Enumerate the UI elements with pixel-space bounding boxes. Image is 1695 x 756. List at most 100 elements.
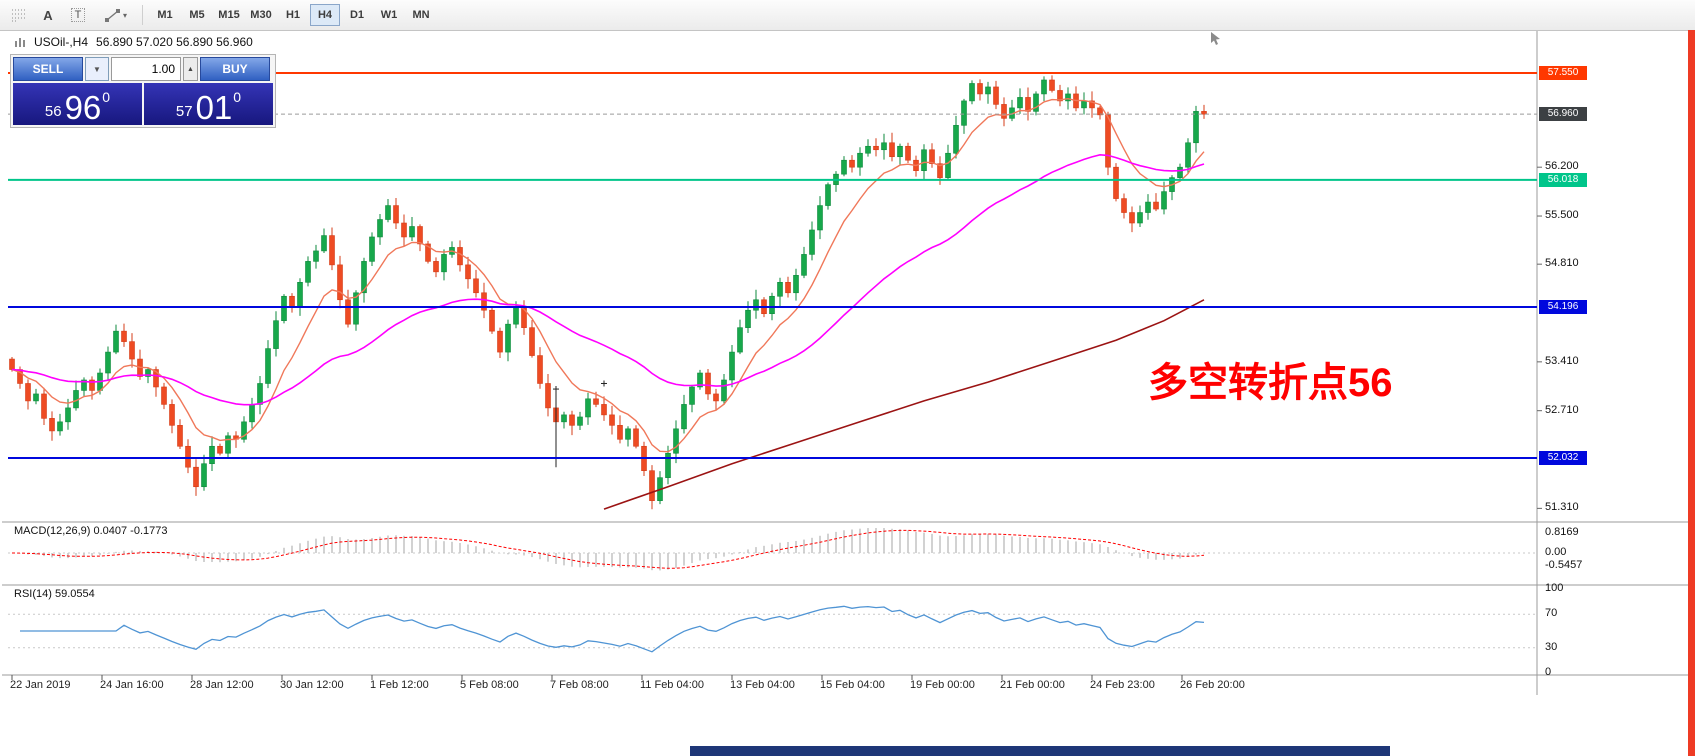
- candle: [969, 80, 975, 105]
- candle: [777, 277, 783, 307]
- candle: [897, 143, 903, 165]
- shapes-dropdown-caret[interactable]: ▾: [122, 10, 127, 20]
- candle: [1025, 87, 1031, 121]
- buy-price-int: 57: [175, 103, 193, 120]
- candle: [681, 394, 687, 434]
- candle: [561, 411, 567, 429]
- candle: [33, 388, 39, 405]
- text-tool-icon[interactable]: T: [66, 3, 90, 27]
- timeframe-h4[interactable]: H4: [310, 4, 340, 26]
- rsi-label: RSI(14) 59.0554: [14, 588, 95, 600]
- candle: [1169, 175, 1175, 201]
- candle: [217, 443, 223, 456]
- macd-label: MACD(12,26,9) 0.0407 -0.1773: [14, 525, 168, 537]
- volume-dropdown[interactable]: ▼: [85, 57, 109, 81]
- text-tool-glyph: T: [70, 8, 86, 22]
- volume-input[interactable]: [111, 57, 181, 81]
- trade-prices-row: 56 96 0 57 01 0: [13, 83, 273, 125]
- candle: [1097, 105, 1103, 120]
- candle: [537, 347, 543, 389]
- annotation-tool-icon[interactable]: A: [43, 7, 53, 23]
- candle: [737, 319, 743, 355]
- right-edge-strip: [1688, 30, 1695, 756]
- candle: [65, 398, 71, 430]
- candle: [585, 392, 591, 425]
- fast-ma-line: [11, 97, 1205, 453]
- candle: [993, 80, 999, 110]
- symbol-period-label: USOil-,H4: [34, 35, 89, 49]
- shapes-glyph: [104, 9, 120, 22]
- timeframe-d1[interactable]: D1: [342, 4, 372, 26]
- candle: [297, 278, 303, 316]
- candle: [193, 459, 199, 496]
- candle: [1177, 163, 1183, 182]
- timeframe-m30[interactable]: M30: [246, 4, 276, 26]
- timeframe-m5[interactable]: M5: [182, 4, 212, 26]
- candle: [401, 214, 407, 247]
- timeframe-h1[interactable]: H1: [278, 4, 308, 26]
- tick-chart-icon[interactable]: [6, 3, 32, 27]
- candle: [1105, 111, 1111, 176]
- candle: [617, 415, 623, 444]
- candle: [345, 289, 351, 328]
- candle: [385, 199, 391, 223]
- candle: [505, 319, 511, 362]
- candle: [105, 346, 111, 381]
- buy-button[interactable]: BUY: [200, 57, 270, 81]
- mid-ma-line: [11, 153, 1205, 406]
- candle: [129, 333, 135, 368]
- candle: [545, 373, 551, 417]
- trade-controls-row: SELL ▼ ▲ BUY: [13, 57, 273, 81]
- candle: [377, 213, 383, 245]
- cross-marker[interactable]: [601, 380, 607, 387]
- one-click-trading-panel: SELL ▼ ▲ BUY 56 96 0 57 01 0: [10, 54, 276, 128]
- candle: [817, 196, 823, 240]
- candle: [113, 324, 119, 355]
- chart-text-annotation[interactable]: 多空转折点56: [1148, 361, 1393, 405]
- candle: [857, 147, 863, 176]
- shapes-tool-icon[interactable]: ▾: [98, 3, 134, 27]
- candle: [313, 244, 319, 269]
- slow-ma-line: [603, 299, 1205, 510]
- candle: [1017, 88, 1023, 114]
- candle: [649, 465, 655, 510]
- candle: [265, 340, 271, 389]
- candle: [1073, 86, 1079, 112]
- sell-button[interactable]: SELL: [13, 57, 83, 81]
- tick-chart-glyph: [12, 9, 26, 22]
- candle: [489, 307, 495, 334]
- buy-price-pips: 01: [195, 88, 233, 126]
- candle: [249, 397, 255, 429]
- timeframe-m1[interactable]: M1: [150, 4, 180, 26]
- candle: [977, 79, 983, 101]
- candle: [1033, 91, 1039, 116]
- candle: [697, 369, 703, 390]
- candle: [657, 471, 663, 505]
- chart-icon: [15, 37, 25, 47]
- cross-marker[interactable]: [553, 386, 559, 393]
- timeframe-w1[interactable]: W1: [374, 4, 404, 26]
- candle: [849, 155, 855, 173]
- candle: [833, 171, 839, 192]
- buy-price-display[interactable]: 57 01 0: [144, 83, 273, 125]
- chart-canvas[interactable]: [0, 30, 1695, 756]
- candle: [1145, 194, 1151, 220]
- candle: [473, 269, 479, 298]
- sell-price-display[interactable]: 56 96 0: [13, 83, 142, 125]
- candle: [841, 156, 847, 177]
- candle: [241, 416, 247, 443]
- candle: [1089, 91, 1095, 118]
- timeframe-mn[interactable]: MN: [406, 4, 436, 26]
- cursor-icon: [1211, 32, 1220, 45]
- candle: [625, 426, 631, 447]
- candle: [569, 410, 575, 436]
- candle: [273, 311, 279, 357]
- volume-increase-button[interactable]: ▲: [183, 57, 198, 81]
- candle: [721, 373, 727, 405]
- timeframe-m15[interactable]: M15: [214, 4, 244, 26]
- candle: [1121, 193, 1127, 219]
- candle: [409, 217, 415, 241]
- candle: [713, 388, 719, 411]
- candle: [601, 396, 607, 421]
- candle: [689, 384, 695, 413]
